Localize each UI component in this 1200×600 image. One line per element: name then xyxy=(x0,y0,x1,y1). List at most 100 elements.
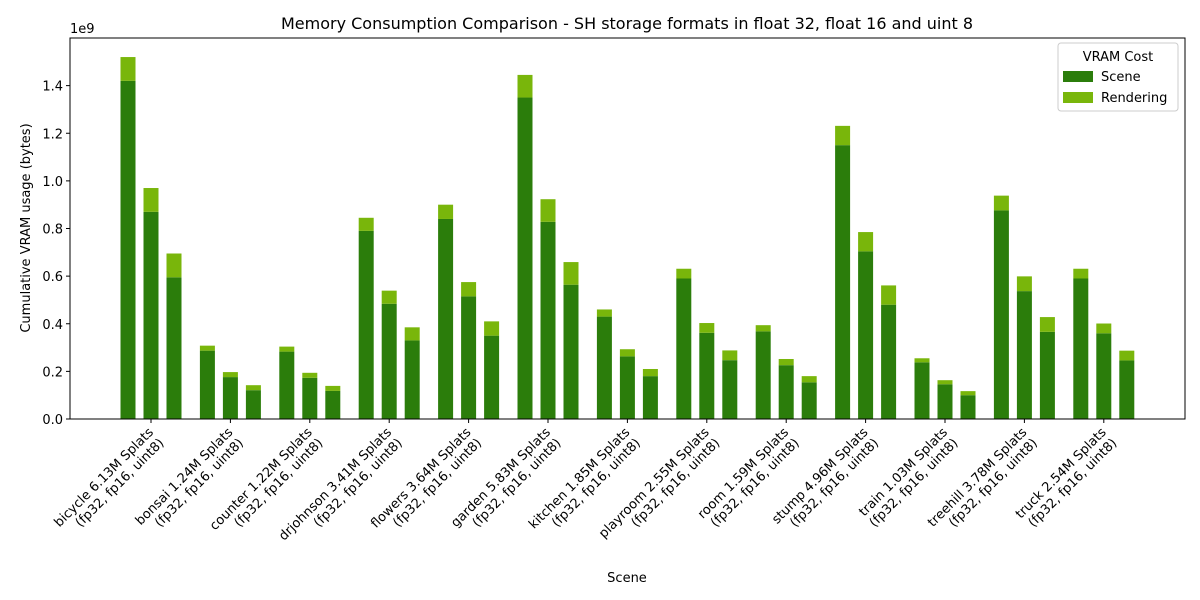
bar-rendering xyxy=(755,325,771,332)
bar-scene xyxy=(1039,331,1055,419)
bar-scene xyxy=(199,350,215,419)
bar-rendering xyxy=(199,345,215,351)
bar-scene xyxy=(937,384,953,419)
x-tick-label-group: bicycle 6.13M Splats(fp32, fp16, uint8) xyxy=(52,425,168,530)
bar-rendering xyxy=(676,268,692,279)
bar-scene xyxy=(461,296,477,419)
bar-rendering xyxy=(835,125,851,146)
bar-scene xyxy=(755,331,771,419)
bar-rendering xyxy=(1096,323,1112,334)
bar-rendering xyxy=(222,372,238,378)
bar-rendering xyxy=(1119,350,1135,361)
y-tick-label: 0.8 xyxy=(42,223,63,238)
bar-rendering xyxy=(858,232,874,252)
y-tick-label: 0.6 xyxy=(42,270,63,285)
bar-rendering xyxy=(699,323,715,333)
bar-scene xyxy=(279,351,295,419)
bar-rendering xyxy=(881,285,897,305)
bar-scene xyxy=(438,218,454,419)
bar-scene xyxy=(835,145,851,419)
bar-scene xyxy=(960,395,976,419)
bar-rendering xyxy=(540,199,556,222)
bar-rendering xyxy=(563,262,579,285)
bar-rendering xyxy=(1039,317,1055,332)
bar-scene xyxy=(381,303,397,419)
y-tick-label: 0.0 xyxy=(42,413,63,428)
bar-rendering xyxy=(517,74,533,98)
bars-layer xyxy=(120,57,1135,420)
bar-rendering xyxy=(461,282,477,297)
bar-rendering xyxy=(120,57,136,81)
bar-rendering xyxy=(325,385,341,391)
bar-rendering xyxy=(937,380,953,385)
bar-rendering xyxy=(404,327,420,341)
bar-rendering xyxy=(245,385,261,391)
legend-swatch-scene xyxy=(1063,71,1093,82)
plot-frame xyxy=(69,37,1186,420)
bar-rendering xyxy=(960,391,976,396)
legend-swatch-rendering xyxy=(1063,92,1093,103)
bar-rendering xyxy=(722,350,738,361)
bar-scene xyxy=(596,316,612,419)
y-axis-title: Cumulative VRAM usage (bytes) xyxy=(19,123,34,332)
bar-scene xyxy=(484,335,500,419)
y-tick-label: 1.2 xyxy=(42,127,63,142)
bar-scene xyxy=(993,210,1009,419)
legend-title: VRAM Cost xyxy=(1083,50,1154,65)
bar-rendering xyxy=(143,188,159,212)
bar-scene xyxy=(642,376,658,419)
y-scale-label: 1e9 xyxy=(70,22,95,37)
legend-label-rendering: Rendering xyxy=(1101,91,1167,106)
bar-scene xyxy=(1096,333,1112,419)
legend-label-scene: Scene xyxy=(1101,70,1141,85)
bar-rendering xyxy=(914,358,930,363)
bar-rendering xyxy=(642,368,658,377)
bar-scene xyxy=(914,362,930,419)
y-tick-label: 1.4 xyxy=(42,80,63,95)
bar-rendering xyxy=(778,358,794,366)
y-tick-label: 0.2 xyxy=(42,365,63,380)
bar-scene xyxy=(222,377,238,419)
bar-scene xyxy=(778,365,794,419)
bar-rendering xyxy=(619,349,635,357)
bar-rendering xyxy=(358,217,374,231)
bar-scene xyxy=(1119,360,1135,419)
bar-scene xyxy=(540,221,556,419)
bar-rendering xyxy=(279,346,295,352)
bar-rendering xyxy=(302,372,318,378)
chart-title: Memory Consumption Comparison - SH stora… xyxy=(281,14,973,33)
bar-scene xyxy=(1073,278,1089,419)
bar-rendering xyxy=(166,253,182,278)
bar-scene xyxy=(143,211,159,419)
bar-scene xyxy=(676,278,692,419)
bar-scene xyxy=(517,97,533,419)
bar-rendering xyxy=(993,195,1009,211)
legend: VRAM Cost Scene Rendering xyxy=(1057,42,1179,112)
bar-rendering xyxy=(381,290,397,304)
bar-rendering xyxy=(484,321,500,336)
bar-scene xyxy=(881,304,897,419)
bar-rendering xyxy=(596,309,612,317)
ticks-layer: 0.0 0.2 0.4 0.6 0.8 1.0 1.2 1.4 bicycle 6.13M Sp… xyxy=(42,80,1120,544)
bar-scene xyxy=(245,390,261,419)
bar-rendering xyxy=(1016,276,1032,292)
y-tick-label: 0.4 xyxy=(42,318,63,333)
bar-scene xyxy=(120,80,136,420)
bar-scene xyxy=(1016,291,1032,419)
bar-scene xyxy=(358,230,374,419)
bar-scene xyxy=(858,251,874,419)
y-tick-label: 1.0 xyxy=(42,175,63,190)
bar-scene xyxy=(563,284,579,419)
bar-rendering xyxy=(438,204,454,219)
bar-scene xyxy=(801,382,817,419)
bar-rendering xyxy=(1073,268,1089,279)
bar-scene xyxy=(619,356,635,419)
bar-scene xyxy=(166,277,182,419)
bar-rendering xyxy=(801,376,817,383)
bar-scene xyxy=(699,332,715,419)
bar-scene xyxy=(722,360,738,419)
bar-scene xyxy=(325,390,341,419)
x-axis-title: Scene xyxy=(607,571,647,586)
